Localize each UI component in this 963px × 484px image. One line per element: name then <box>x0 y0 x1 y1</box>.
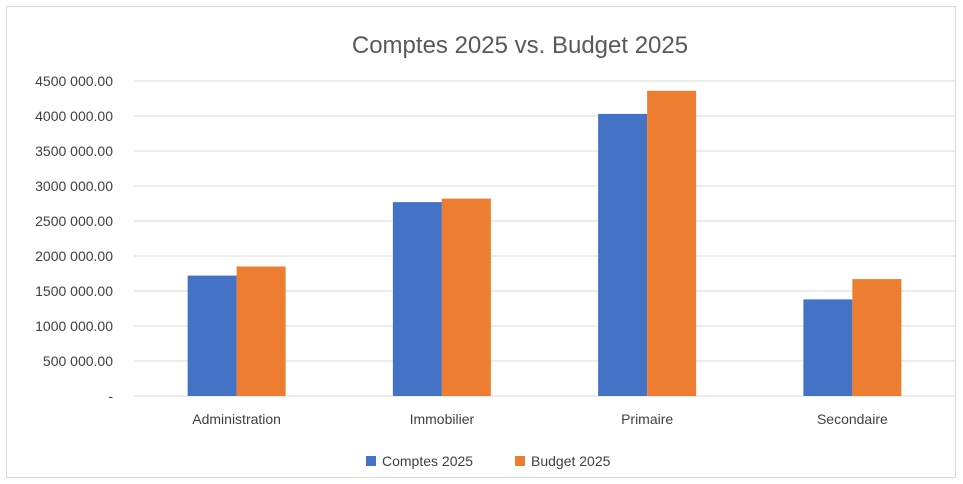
bars <box>187 90 902 397</box>
category-label: Primaire <box>621 411 673 427</box>
y-tick-label: 1500 000.00 <box>35 283 113 299</box>
x-axis-category-labels: Administration Immobilier Primaire Secondai… <box>192 411 888 427</box>
bar-administration-budget <box>236 266 286 396</box>
legend-swatch <box>515 456 525 466</box>
y-tick-label: - <box>108 388 113 404</box>
bar-immobilier-budget <box>441 198 491 396</box>
category-label: Administration <box>192 411 281 427</box>
bar-secondaire-comptes <box>803 299 853 396</box>
y-axis-tick-labels: - 500 000.00 1000 000.00 1500 000.00 2000 00… <box>35 73 113 404</box>
y-tick-label: 3000 000.00 <box>35 178 113 194</box>
y-tick-label: 4500 000.00 <box>35 73 113 89</box>
legend-swatch <box>366 456 376 466</box>
y-tick-label: 500 000.00 <box>43 353 113 369</box>
category-label: Secondaire <box>817 411 888 427</box>
bar-primaire-budget <box>647 90 697 397</box>
legend: Comptes 2025 Budget 2025 <box>366 453 611 469</box>
y-tick-label: 1000 000.00 <box>35 318 113 334</box>
legend-label: Budget 2025 <box>531 453 611 469</box>
category-label: Immobilier <box>410 411 475 427</box>
bar-primaire-comptes <box>598 113 648 397</box>
y-tick-label: 2000 000.00 <box>35 248 113 264</box>
legend-label: Comptes 2025 <box>382 453 473 469</box>
bar-secondaire-budget <box>852 279 902 396</box>
y-tick-label: 2500 000.00 <box>35 213 113 229</box>
chart-title: Comptes 2025 vs. Budget 2025 <box>352 32 688 59</box>
bar-immobilier-comptes <box>392 202 442 396</box>
y-tick-label: 3500 000.00 <box>35 143 113 159</box>
bar-administration-comptes <box>187 275 237 396</box>
y-tick-label: 4000 000.00 <box>35 108 113 124</box>
